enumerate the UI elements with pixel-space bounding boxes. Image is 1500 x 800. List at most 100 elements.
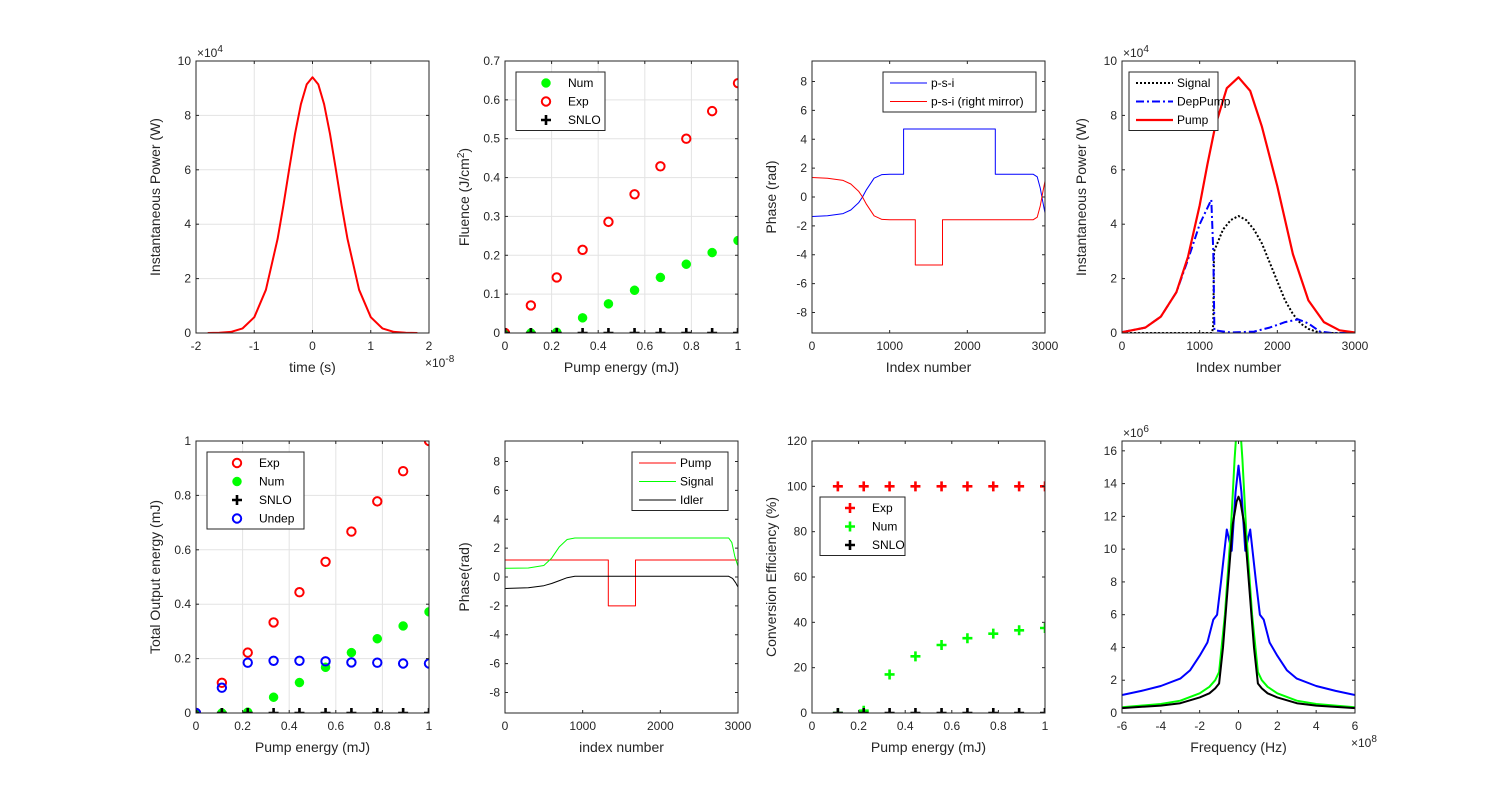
series-undep-point — [320, 656, 331, 667]
y-tick-label: 8 — [1110, 575, 1117, 589]
y-tick-label: -4 — [796, 248, 807, 262]
y-tick-label: 16 — [1104, 444, 1118, 458]
y-tick-label: 2 — [493, 541, 500, 555]
y-tick-label: 0 — [1110, 326, 1117, 340]
plot-area — [812, 128, 1045, 266]
legend-entry: Pump — [1177, 113, 1209, 127]
legend-entry: Signal — [680, 475, 713, 489]
x-tick-label: 1 — [735, 339, 742, 353]
series-exp-point — [988, 481, 999, 492]
legend: Exp Num SNLO Undep — [206, 451, 305, 530]
y-axis-label: Phase(rad) — [456, 542, 472, 611]
y-tick-label: 14 — [1104, 477, 1118, 491]
subplot-2: 0 0.2 0.4 0.6 0.8 1 0 0.1 0.2 0.3 0.4 0.5 0.6 0.7 Pump… — [456, 54, 742, 375]
series-num-point — [655, 272, 666, 283]
y-tick-label: -8 — [489, 685, 500, 699]
series-num-point — [962, 633, 973, 644]
subplot-5: 0 0.2 0.4 0.6 0.8 1 0 0.2 0.4 0.6 0.8 1 Pump energy … — [147, 434, 433, 755]
series-num-point — [1040, 623, 1045, 633]
y-tick-label: 10 — [178, 54, 192, 68]
x-tick-label: 3000 — [1342, 339, 1369, 353]
y-tick-label: 8 — [493, 455, 500, 469]
legend-entry: DepPump — [1177, 95, 1231, 109]
x-tick-label: -2 — [191, 339, 202, 353]
x-axis-label: Pump energy (mJ) — [255, 739, 370, 755]
x-tick-label: 0.8 — [374, 719, 391, 733]
x-tick-label: 0 — [193, 719, 200, 733]
axes-box — [504, 60, 739, 334]
series-idler-line — [505, 575, 738, 589]
series-exp-point — [603, 216, 614, 228]
superscript: 2 — [456, 152, 467, 158]
y-tick-label: 2 — [800, 161, 807, 175]
series-num-point — [988, 628, 999, 639]
legend-marker — [232, 476, 242, 487]
legend: p-s-i p-s-i (right mirror) — [882, 71, 1037, 113]
y-tick-label: 6 — [493, 483, 500, 497]
series-1-line — [1122, 464, 1355, 696]
series-num-point — [603, 299, 614, 309]
series-exp-point — [320, 556, 331, 567]
series-num-point — [372, 633, 383, 644]
series-exp-point — [525, 300, 537, 311]
y-tick-label: 4 — [184, 217, 191, 231]
plot-area — [505, 77, 738, 333]
series-exp-point — [681, 133, 692, 144]
series-snlo-point — [655, 328, 666, 333]
y-tick-label: -2 — [489, 599, 500, 613]
series-snlo-point — [242, 708, 253, 713]
series-undep-point — [346, 657, 357, 668]
series-snlo-point — [884, 708, 895, 713]
series-p-s-i-right-mirror--line — [812, 177, 1045, 266]
series-exp-point — [629, 189, 640, 200]
series-exp-point — [551, 272, 562, 283]
y-tick-label: -8 — [796, 305, 807, 319]
y-axis-label: Instantaneous Power (W) — [1073, 118, 1089, 276]
series-num-point — [268, 692, 279, 702]
y-tick-label: 40 — [794, 615, 808, 629]
series-snlo-point — [577, 328, 588, 333]
legend-marker — [541, 78, 551, 88]
series-undep-point — [294, 655, 305, 666]
subplot-7: 0 0.2 0.4 0.6 0.8 1 0 20 40 60 80 100 120 Pump energy… — [763, 434, 1049, 755]
y-tick-label: 0.2 — [483, 248, 500, 262]
y-tick-label: -4 — [489, 628, 500, 642]
series-exp-point — [372, 496, 383, 507]
series-num-point — [294, 677, 305, 688]
y-tick-label: 20 — [794, 661, 808, 675]
x-tick-label: -1 — [249, 339, 260, 353]
legend-marker — [231, 513, 243, 524]
x-tick-label: 6 — [1352, 719, 1359, 733]
x-tick-label: 0 — [809, 339, 816, 353]
series-exp-point — [858, 481, 869, 492]
series-snlo-point — [707, 328, 718, 333]
x-tick-label: 0.6 — [636, 339, 653, 353]
series-num-point — [346, 647, 357, 658]
x-axis-label: Pump energy (mJ) — [564, 359, 679, 375]
legend-marker — [540, 96, 552, 107]
y-tick-label: 0.8 — [174, 488, 191, 502]
axes-box — [1121, 60, 1356, 334]
y-tick-label: 0.3 — [483, 209, 500, 223]
series-snlo-point — [1014, 708, 1025, 713]
y-tick-label: 0 — [1110, 706, 1117, 720]
legend: Num Exp SNLO — [515, 71, 606, 131]
subplot-3: 0 1000 2000 3000 -8 -6 -4 -2 0 2 4 6 8 Index number Ph… — [763, 60, 1059, 375]
series-exp-point — [706, 105, 718, 117]
series-3-line — [1122, 495, 1355, 710]
series-exp-point — [242, 647, 253, 658]
y-exponent-label: ×106 — [1123, 424, 1149, 440]
legend-marker — [845, 540, 855, 550]
y-tick-label: 4 — [800, 132, 807, 146]
series-exp-point — [832, 481, 843, 492]
y-axis-label: Phase (rad) — [763, 160, 779, 233]
subplot-6: 0 1000 2000 3000 -8 -6 -4 -2 0 2 4 6 8 index number Ph… — [456, 440, 752, 755]
x-tick-label: 0 — [502, 719, 509, 733]
y-tick-label: 0.2 — [174, 652, 191, 666]
series-pump-line — [1122, 76, 1355, 333]
y-tick-label: 2 — [184, 272, 191, 286]
series-undep-point — [372, 657, 383, 668]
x-tick-label: 1000 — [569, 719, 596, 733]
series-snlo-point — [858, 708, 869, 713]
series-snlo-point — [346, 708, 357, 713]
